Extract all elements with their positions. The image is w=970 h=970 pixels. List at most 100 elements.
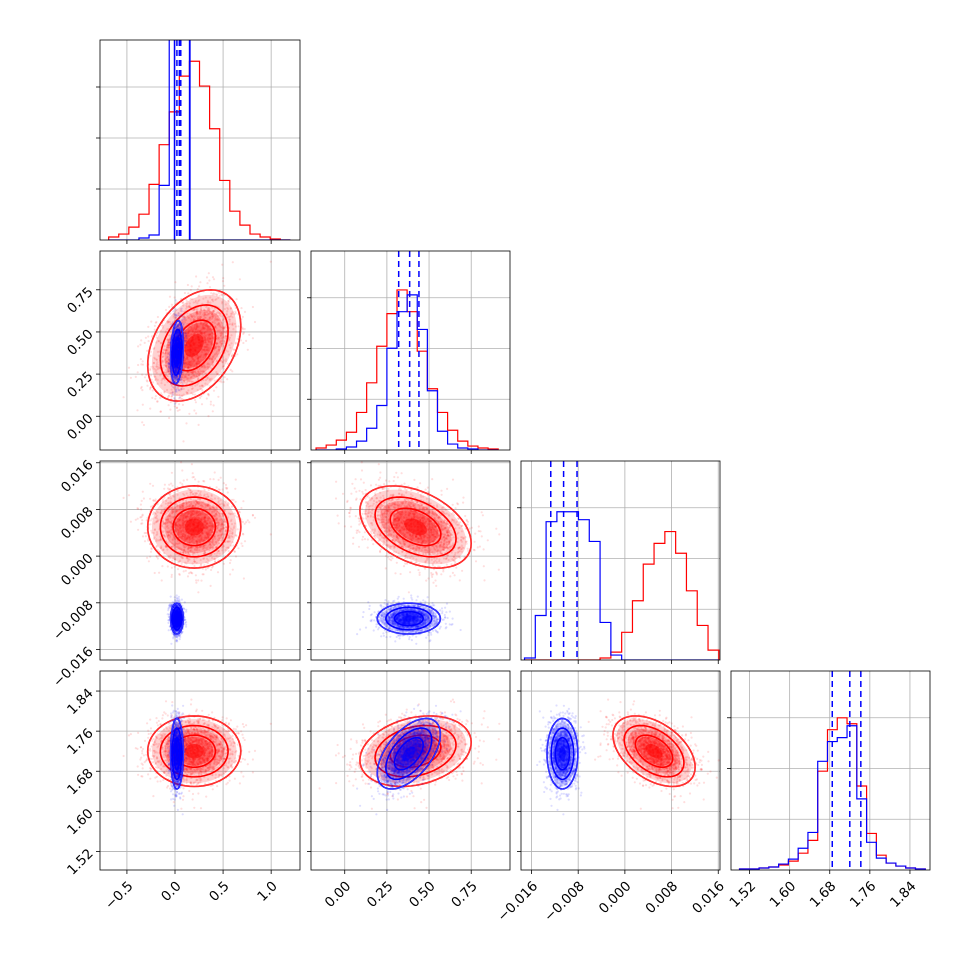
red-sample-point <box>150 378 153 381</box>
red-sample-point <box>211 314 214 318</box>
red-sample-point <box>205 346 208 349</box>
red-sample-point <box>205 324 208 328</box>
red-sample-point <box>164 364 167 367</box>
red-sample-point <box>207 343 210 346</box>
red-sample-point <box>171 559 174 562</box>
red-sample-point <box>216 373 219 376</box>
red-sample-point <box>219 331 222 335</box>
red-sample-point <box>203 331 206 335</box>
red-sample-point <box>196 317 199 320</box>
blue-sample-point <box>180 378 183 381</box>
blue-sample-point <box>175 368 179 371</box>
red-sample-point <box>205 349 208 352</box>
blue-sample-point <box>175 360 178 363</box>
red-sample-point <box>198 385 201 388</box>
red-sample-point <box>207 306 210 309</box>
blue-sample-point <box>168 329 171 332</box>
red-sample-point <box>208 328 211 331</box>
red-sample-point <box>213 321 216 325</box>
blue-sample-point <box>176 360 179 363</box>
red-sample-point <box>222 330 226 333</box>
red-sample-point <box>184 339 188 342</box>
red-sample-point <box>210 358 213 361</box>
red-sample-point <box>226 306 229 310</box>
red-sample-point <box>156 315 159 319</box>
red-sample-point <box>192 308 195 311</box>
red-sample-point <box>170 573 173 577</box>
blue-sample-point <box>171 322 174 325</box>
red-sample-point <box>187 389 190 392</box>
red-sample-point <box>196 362 199 365</box>
red-sample-point <box>203 480 206 483</box>
red-sample-point <box>183 375 186 378</box>
red-sample-point <box>216 323 219 326</box>
blue-sample-point <box>172 307 175 310</box>
red-sample-point <box>214 318 217 321</box>
red-sample-point <box>185 304 188 307</box>
red-sample-point <box>155 368 158 371</box>
red-sample-point <box>203 366 206 369</box>
red-sample-point <box>212 309 215 312</box>
red-sample-point <box>166 344 169 347</box>
red-sample-point <box>194 371 197 374</box>
red-sample-point <box>222 380 225 384</box>
red-sample-point <box>230 505 233 508</box>
red-sample-point <box>190 376 193 379</box>
red-sample-point <box>200 394 203 398</box>
red-sample-point <box>232 348 235 351</box>
red-sample-point <box>172 313 176 316</box>
red-sample-point <box>224 303 227 306</box>
blue-sample-point <box>175 359 178 362</box>
red-sample-point <box>153 328 156 331</box>
blue-sample-point <box>175 371 178 374</box>
red-sample-point <box>214 346 217 349</box>
red-sample-point <box>160 379 163 382</box>
red-sample-point <box>204 335 207 338</box>
red-sample-point <box>136 371 139 374</box>
red-sample-point <box>157 367 160 370</box>
red-sample-point <box>222 367 226 370</box>
red-sample-point <box>197 329 200 332</box>
red-sample-point <box>182 440 185 443</box>
blue-sample-point <box>185 336 188 339</box>
red-sample-point <box>241 544 244 548</box>
red-sample-point <box>207 394 210 397</box>
blue-sample-point <box>175 379 178 382</box>
blue-sample-point <box>175 324 178 327</box>
red-sample-point <box>137 345 140 348</box>
red-sample-point <box>127 494 131 497</box>
red-sample-point <box>180 387 183 390</box>
red-sample-point <box>200 579 203 582</box>
red-sample-point <box>166 388 169 392</box>
red-sample-point <box>226 362 229 365</box>
red-sample-point <box>195 313 198 316</box>
red-sample-point <box>204 331 207 334</box>
red-sample-point <box>214 357 217 360</box>
blue-sample-point <box>176 344 179 347</box>
red-sample-point <box>185 391 188 394</box>
red-sample-point <box>167 343 170 347</box>
red-sample-point <box>187 366 190 369</box>
blue-sample-point <box>175 368 178 371</box>
red-sample-point <box>213 471 216 474</box>
red-sample-point <box>201 332 204 335</box>
red-sample-point <box>149 497 152 500</box>
red-sample-point <box>188 329 191 333</box>
blue-sample-point <box>177 334 180 337</box>
red-sample-point <box>231 322 234 325</box>
blue-sample-point <box>175 342 178 345</box>
red-sample-point <box>189 363 192 366</box>
red-sample-point <box>175 406 178 409</box>
red-sample-point <box>208 349 211 352</box>
red-sample-point <box>200 349 204 352</box>
blue-sample-point <box>175 343 178 346</box>
red-sample-point <box>216 317 219 321</box>
red-sample-point <box>167 338 170 341</box>
red-sample-point <box>208 329 211 332</box>
red-sample-point <box>203 348 206 351</box>
red-sample-point <box>156 400 159 403</box>
red-sample-point <box>186 392 189 395</box>
red-sample-point <box>168 334 171 337</box>
red-sample-point <box>149 354 152 357</box>
red-sample-point <box>182 393 185 396</box>
